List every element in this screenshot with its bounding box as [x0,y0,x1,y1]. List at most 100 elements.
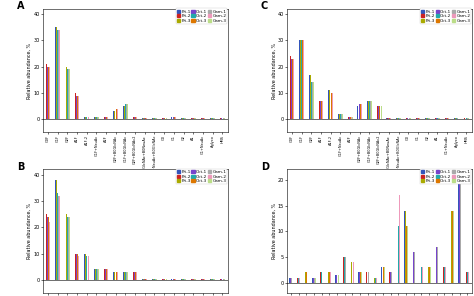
Bar [213,279,214,280]
Bar [74,93,75,119]
Bar [156,118,157,119]
Bar [49,67,50,119]
Bar [65,67,66,119]
Bar [174,279,175,280]
Bar [165,118,166,119]
Bar [107,269,108,280]
Bar [223,279,224,280]
Bar [350,117,351,119]
Bar [95,269,96,280]
Bar [146,118,147,119]
Bar [185,118,186,119]
Bar [388,118,389,119]
Bar [220,279,221,280]
Bar [181,118,182,119]
Bar [172,117,173,119]
Bar [359,104,360,119]
Bar [68,69,69,119]
Bar [321,101,322,119]
Bar [203,118,204,119]
Bar [152,118,153,119]
Bar [69,217,70,280]
Bar [136,117,137,119]
Bar [380,106,381,119]
Bar [142,118,143,119]
Bar [48,67,49,119]
Bar [115,109,116,119]
Bar [127,104,128,119]
Bar [418,118,419,119]
Bar [47,217,48,280]
Bar [136,272,137,280]
Bar [204,279,205,280]
Bar [153,279,154,280]
Bar [66,69,67,119]
Bar [127,272,128,280]
Bar [454,118,455,119]
Bar [114,272,115,280]
Bar [211,118,212,119]
Bar [67,69,68,119]
Bar [145,279,146,280]
Bar [84,117,85,119]
Bar [320,101,321,119]
Bar [446,118,447,119]
Bar [126,104,127,119]
Bar [79,96,80,119]
Bar [123,106,124,119]
Bar [438,118,439,119]
Bar [144,279,145,280]
Bar [398,118,399,119]
Bar [445,118,446,119]
Bar [143,118,144,119]
Bar [58,196,59,280]
Bar [74,254,75,280]
Bar [79,256,80,280]
Bar [124,272,125,280]
Bar [357,106,358,119]
Bar [153,118,154,119]
Bar [191,279,192,280]
Bar [134,272,135,280]
Bar [155,279,156,280]
Bar [222,279,223,280]
Bar [352,117,353,119]
Bar [447,118,448,119]
Bar [104,117,105,119]
Bar [172,279,173,280]
Bar [386,118,387,119]
Bar [154,279,155,280]
Bar [57,193,58,280]
Bar [201,279,202,280]
Bar [85,117,86,119]
Bar [387,118,388,119]
Bar [65,217,66,280]
Bar [173,117,174,119]
Bar [105,117,106,119]
Bar [437,118,438,119]
Bar [142,279,143,280]
Bar [214,118,215,119]
Bar [135,272,136,280]
Bar [68,217,69,280]
Bar [195,279,196,280]
Bar [126,272,127,280]
Bar [195,118,196,119]
Bar [360,104,361,119]
Bar [114,111,115,119]
Bar [86,117,87,119]
Bar [319,101,320,119]
Bar [143,279,144,280]
Bar [181,279,182,280]
Bar [146,279,147,280]
Bar [192,118,193,119]
Bar [390,118,391,119]
Bar [467,118,468,119]
Bar [368,101,369,119]
Bar [221,118,222,119]
Bar [425,118,426,119]
Bar [290,56,291,119]
Bar [106,269,107,280]
Bar [67,217,68,280]
Bar [46,64,47,119]
